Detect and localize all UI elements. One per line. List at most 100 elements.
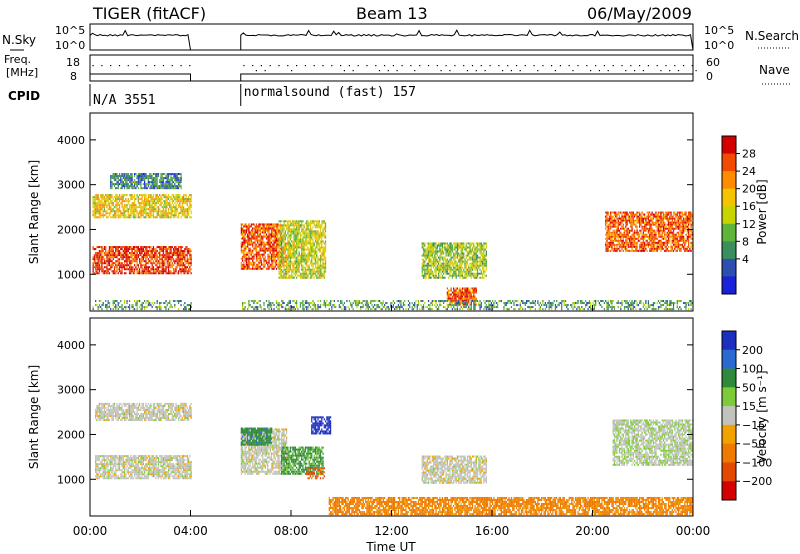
heatmap-cell xyxy=(166,262,168,265)
heatmap-cell xyxy=(166,264,168,267)
heatmap-cell xyxy=(269,265,271,268)
heatmap-cell xyxy=(126,260,128,263)
heatmap-cell xyxy=(459,256,461,259)
heatmap-cell xyxy=(167,173,170,176)
heatmap-cell xyxy=(258,253,260,256)
heatmap-cell xyxy=(136,196,138,199)
heatmap-cell xyxy=(269,227,271,230)
heatmap-cell xyxy=(269,223,271,226)
heatmap-cell xyxy=(466,246,469,249)
heatmap-cell xyxy=(291,240,293,243)
heatmap-cell xyxy=(280,244,283,247)
heatmap-cell xyxy=(278,224,280,227)
heatmap-cell xyxy=(625,217,627,220)
heatmap-cell xyxy=(137,216,139,219)
heatmap-cell xyxy=(279,242,281,245)
heatmap-cell xyxy=(304,268,307,271)
heatmap-cell xyxy=(440,248,442,251)
heatmap-cell xyxy=(121,173,123,176)
heatmap-cell xyxy=(140,212,142,215)
heatmap-cell xyxy=(316,242,318,245)
heatmap-cell xyxy=(644,247,646,250)
heatmap-cell xyxy=(177,206,180,209)
heatmap-cell xyxy=(240,257,243,260)
heatmap-cell xyxy=(267,235,269,238)
heatmap-cell xyxy=(116,214,118,217)
heatmap-cell xyxy=(421,244,423,247)
heatmap-cell xyxy=(610,219,612,222)
heatmap-cell xyxy=(312,254,314,257)
heatmap-cell xyxy=(179,262,181,265)
heatmap-cell xyxy=(247,265,249,268)
heatmap-cell xyxy=(304,262,307,265)
heatmap-cell xyxy=(439,260,441,263)
heatmap-cell xyxy=(142,183,145,186)
heatmap-cell xyxy=(319,258,322,261)
heatmap-cell xyxy=(164,248,166,251)
heatmap-cell xyxy=(297,266,299,269)
heatmap-cell xyxy=(154,181,156,184)
heatmap-cell xyxy=(156,173,158,176)
heatmap-cell xyxy=(279,236,281,239)
heatmap-cell xyxy=(285,224,288,227)
heatmap-cell xyxy=(437,270,440,273)
heatmap-cell xyxy=(190,194,192,197)
heatmap-cell xyxy=(249,225,251,228)
heatmap-cell xyxy=(303,226,305,229)
heatmap-cell xyxy=(445,242,447,245)
heatmap-cell xyxy=(649,223,651,226)
heatmap-cell xyxy=(616,249,618,252)
heatmap-cell xyxy=(424,266,426,269)
heatmap-cell xyxy=(284,236,286,239)
heatmap-cell xyxy=(439,266,441,269)
heatmap-cell xyxy=(140,266,142,269)
heatmap-cell xyxy=(461,293,464,296)
heatmap-cell xyxy=(460,254,462,257)
heatmap-cell xyxy=(449,270,451,273)
heatmap-cell xyxy=(95,202,97,205)
heatmap-cell xyxy=(274,223,276,226)
heatmap-cell xyxy=(123,246,126,249)
heatmap-cell xyxy=(473,293,475,296)
heatmap-cell xyxy=(439,268,441,271)
heatmap-cell xyxy=(615,237,617,240)
heatmap-cell xyxy=(484,274,486,277)
heatmap-cell xyxy=(112,198,114,201)
heatmap-cell xyxy=(633,213,636,216)
heatmap-cell xyxy=(123,194,126,197)
heatmap-cell xyxy=(294,250,297,253)
heatmap-cell xyxy=(95,268,97,271)
heatmap-cell xyxy=(435,262,437,265)
heatmap-cell xyxy=(122,175,124,178)
heatmap-cell xyxy=(161,248,163,251)
heatmap-cell xyxy=(166,266,168,269)
heatmap-cell xyxy=(187,258,190,261)
heatmap-cell xyxy=(427,252,430,255)
heatmap-cell xyxy=(278,231,280,234)
heatmap-cell xyxy=(622,227,624,230)
heatmap-cell xyxy=(95,270,97,273)
heatmap-cell xyxy=(136,260,138,263)
heatmap-cell xyxy=(250,225,253,228)
heatmap-cell xyxy=(97,264,99,267)
heatmap-cell xyxy=(253,261,255,264)
heatmap-cell xyxy=(125,272,127,275)
heatmap-cell xyxy=(122,183,124,186)
heatmap-cell xyxy=(275,223,278,226)
heatmap-cell xyxy=(296,248,298,251)
heatmap-cell xyxy=(322,274,324,277)
heatmap-cell xyxy=(140,204,142,207)
heatmap-cell xyxy=(123,183,126,186)
heatmap-cell xyxy=(127,202,129,205)
heatmap-cell xyxy=(144,198,146,201)
heatmap-cell xyxy=(265,241,268,244)
heatmap-cell xyxy=(112,183,114,186)
heatmap-cell xyxy=(630,221,632,224)
heatmap-cell xyxy=(638,239,641,242)
heatmap-cell xyxy=(318,268,320,271)
heatmap-cell xyxy=(97,212,99,215)
nave-dot xyxy=(180,65,182,67)
heatmap-cell xyxy=(278,252,280,255)
heatmap-cell xyxy=(302,248,304,251)
heatmap-cell xyxy=(288,242,290,245)
